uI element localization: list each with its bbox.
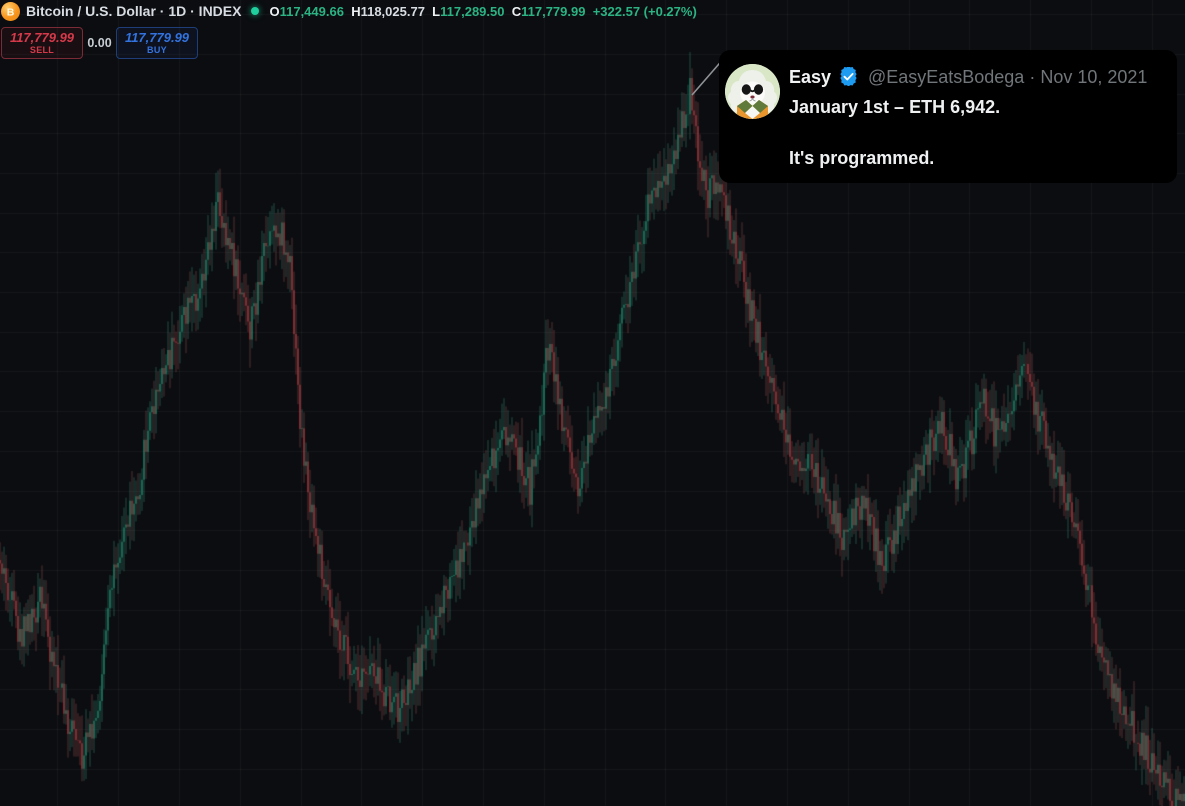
- svg-text:B: B: [7, 6, 15, 18]
